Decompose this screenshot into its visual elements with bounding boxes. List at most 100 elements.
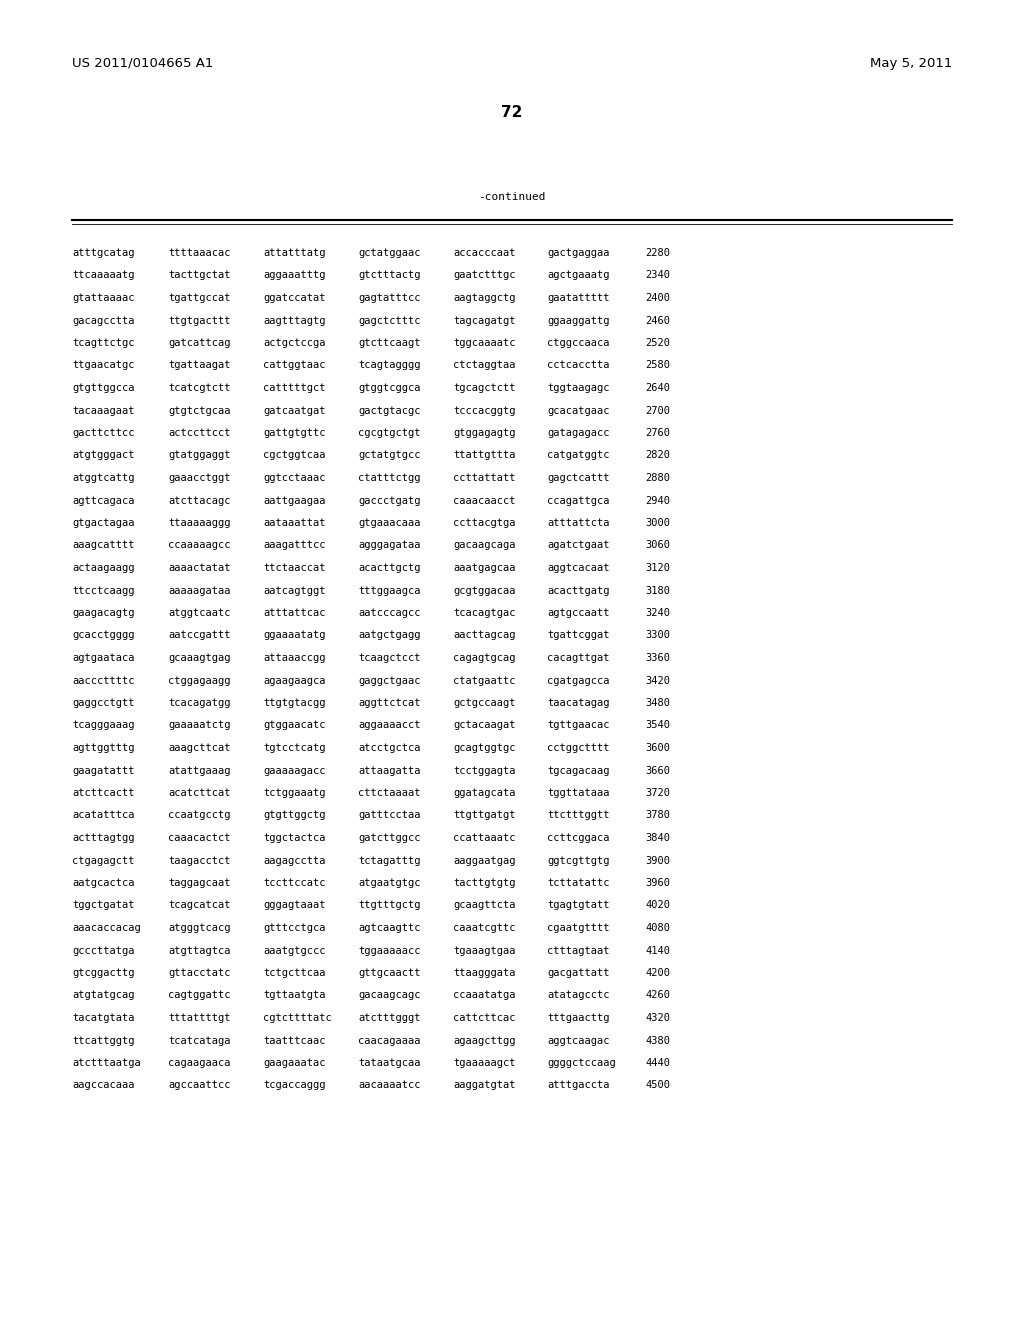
- Text: gaatattttt: gaatattttt: [547, 293, 609, 304]
- Text: aatccgattt: aatccgattt: [168, 631, 230, 640]
- Text: gtgactagaa: gtgactagaa: [72, 517, 134, 528]
- Text: ggatccatat: ggatccatat: [263, 293, 326, 304]
- Text: gcacctgggg: gcacctgggg: [72, 631, 134, 640]
- Text: ttctttggtt: ttctttggtt: [547, 810, 609, 821]
- Text: aacaaaatcc: aacaaaatcc: [358, 1081, 421, 1090]
- Text: gtgtctgcaa: gtgtctgcaa: [168, 405, 230, 416]
- Text: atttattcta: atttattcta: [547, 517, 609, 528]
- Text: tggaaaaacc: tggaaaaacc: [358, 945, 421, 956]
- Text: gagctctttc: gagctctttc: [358, 315, 421, 326]
- Text: 3960: 3960: [645, 878, 670, 888]
- Text: gaaacctggt: gaaacctggt: [168, 473, 230, 483]
- Text: aatgctgagg: aatgctgagg: [358, 631, 421, 640]
- Text: aaatgagcaa: aaatgagcaa: [453, 564, 515, 573]
- Text: 3900: 3900: [645, 855, 670, 866]
- Text: ttaaaaaggg: ttaaaaaggg: [168, 517, 230, 528]
- Text: taagacctct: taagacctct: [168, 855, 230, 866]
- Text: tgagtgtatt: tgagtgtatt: [547, 900, 609, 911]
- Text: aagagcctta: aagagcctta: [263, 855, 326, 866]
- Text: atgggtcacg: atgggtcacg: [168, 923, 230, 933]
- Text: gaagaaatac: gaagaaatac: [263, 1059, 326, 1068]
- Text: 2880: 2880: [645, 473, 670, 483]
- Text: attatttatg: attatttatg: [263, 248, 326, 257]
- Text: tcagcatcat: tcagcatcat: [168, 900, 230, 911]
- Text: tccttccatc: tccttccatc: [263, 878, 326, 888]
- Text: tgcagctctt: tgcagctctt: [453, 383, 515, 393]
- Text: tgtcctcatg: tgtcctcatg: [263, 743, 326, 752]
- Text: tataatgcaa: tataatgcaa: [358, 1059, 421, 1068]
- Text: agccaattcc: agccaattcc: [168, 1081, 230, 1090]
- Text: aaagcatttt: aaagcatttt: [72, 540, 134, 550]
- Text: 4320: 4320: [645, 1012, 670, 1023]
- Text: cagagtgcag: cagagtgcag: [453, 653, 515, 663]
- Text: tcacagatgg: tcacagatgg: [168, 698, 230, 708]
- Text: tacaaagaat: tacaaagaat: [72, 405, 134, 416]
- Text: 4500: 4500: [645, 1081, 670, 1090]
- Text: gatcattcag: gatcattcag: [168, 338, 230, 348]
- Text: gttgcaactt: gttgcaactt: [358, 968, 421, 978]
- Text: atgtatgcag: atgtatgcag: [72, 990, 134, 1001]
- Text: aattgaagaa: aattgaagaa: [263, 495, 326, 506]
- Text: gtgttggctg: gtgttggctg: [263, 810, 326, 821]
- Text: atcttcactt: atcttcactt: [72, 788, 134, 799]
- Text: ccttcggaca: ccttcggaca: [547, 833, 609, 843]
- Text: gaccctgatg: gaccctgatg: [358, 495, 421, 506]
- Text: 3780: 3780: [645, 810, 670, 821]
- Text: cgaatgtttt: cgaatgtttt: [547, 923, 609, 933]
- Text: ccaaatatga: ccaaatatga: [453, 990, 515, 1001]
- Text: ggtcgttgtg: ggtcgttgtg: [547, 855, 609, 866]
- Text: gtattaaaac: gtattaaaac: [72, 293, 134, 304]
- Text: ggatagcata: ggatagcata: [453, 788, 515, 799]
- Text: gtggtcggca: gtggtcggca: [358, 383, 421, 393]
- Text: atgttagtca: atgttagtca: [168, 945, 230, 956]
- Text: gctatggaac: gctatggaac: [358, 248, 421, 257]
- Text: 3300: 3300: [645, 631, 670, 640]
- Text: tgaaagtgaa: tgaaagtgaa: [453, 945, 515, 956]
- Text: atttgcatag: atttgcatag: [72, 248, 134, 257]
- Text: gactgtacgc: gactgtacgc: [358, 405, 421, 416]
- Text: gatttcctaa: gatttcctaa: [358, 810, 421, 821]
- Text: 2640: 2640: [645, 383, 670, 393]
- Text: aaatgtgccc: aaatgtgccc: [263, 945, 326, 956]
- Text: ttgtgtacgg: ttgtgtacgg: [263, 698, 326, 708]
- Text: aggttctcat: aggttctcat: [358, 698, 421, 708]
- Text: atttgaccta: atttgaccta: [547, 1081, 609, 1090]
- Text: aacttagcag: aacttagcag: [453, 631, 515, 640]
- Text: ttctaaccat: ttctaaccat: [263, 564, 326, 573]
- Text: ttttaaacac: ttttaaacac: [168, 248, 230, 257]
- Text: tacttgctat: tacttgctat: [168, 271, 230, 281]
- Text: ttcctcaagg: ttcctcaagg: [72, 586, 134, 595]
- Text: 2340: 2340: [645, 271, 670, 281]
- Text: taacatagag: taacatagag: [547, 698, 609, 708]
- Text: gatcttggcc: gatcttggcc: [358, 833, 421, 843]
- Text: 3120: 3120: [645, 564, 670, 573]
- Text: gtttcctgca: gtttcctgca: [263, 923, 326, 933]
- Text: tgattcggat: tgattcggat: [547, 631, 609, 640]
- Text: May 5, 2011: May 5, 2011: [869, 57, 952, 70]
- Text: ctatttctgg: ctatttctgg: [358, 473, 421, 483]
- Text: taatttcaac: taatttcaac: [263, 1035, 326, 1045]
- Text: atttattcac: atttattcac: [263, 609, 326, 618]
- Text: atgaatgtgc: atgaatgtgc: [358, 878, 421, 888]
- Text: 4020: 4020: [645, 900, 670, 911]
- Text: US 2011/0104665 A1: US 2011/0104665 A1: [72, 57, 213, 70]
- Text: aatgcactca: aatgcactca: [72, 878, 134, 888]
- Text: gacaagcagc: gacaagcagc: [358, 990, 421, 1001]
- Text: aacccttttc: aacccttttc: [72, 676, 134, 685]
- Text: ctctaggtaa: ctctaggtaa: [453, 360, 515, 371]
- Text: agaagcttgg: agaagcttgg: [453, 1035, 515, 1045]
- Text: tggctactca: tggctactca: [263, 833, 326, 843]
- Text: aataaattat: aataaattat: [263, 517, 326, 528]
- Text: 4200: 4200: [645, 968, 670, 978]
- Text: gtggaacatc: gtggaacatc: [263, 721, 326, 730]
- Text: ttaagggata: ttaagggata: [453, 968, 515, 978]
- Text: gctatgtgcc: gctatgtgcc: [358, 450, 421, 461]
- Text: ttcattggtg: ttcattggtg: [72, 1035, 134, 1045]
- Text: 3000: 3000: [645, 517, 670, 528]
- Text: gggagtaaat: gggagtaaat: [263, 900, 326, 911]
- Text: aaggaatgag: aaggaatgag: [453, 855, 515, 866]
- Text: 4260: 4260: [645, 990, 670, 1001]
- Text: tcctggagta: tcctggagta: [453, 766, 515, 776]
- Text: cattcttcac: cattcttcac: [453, 1012, 515, 1023]
- Text: atcctgctca: atcctgctca: [358, 743, 421, 752]
